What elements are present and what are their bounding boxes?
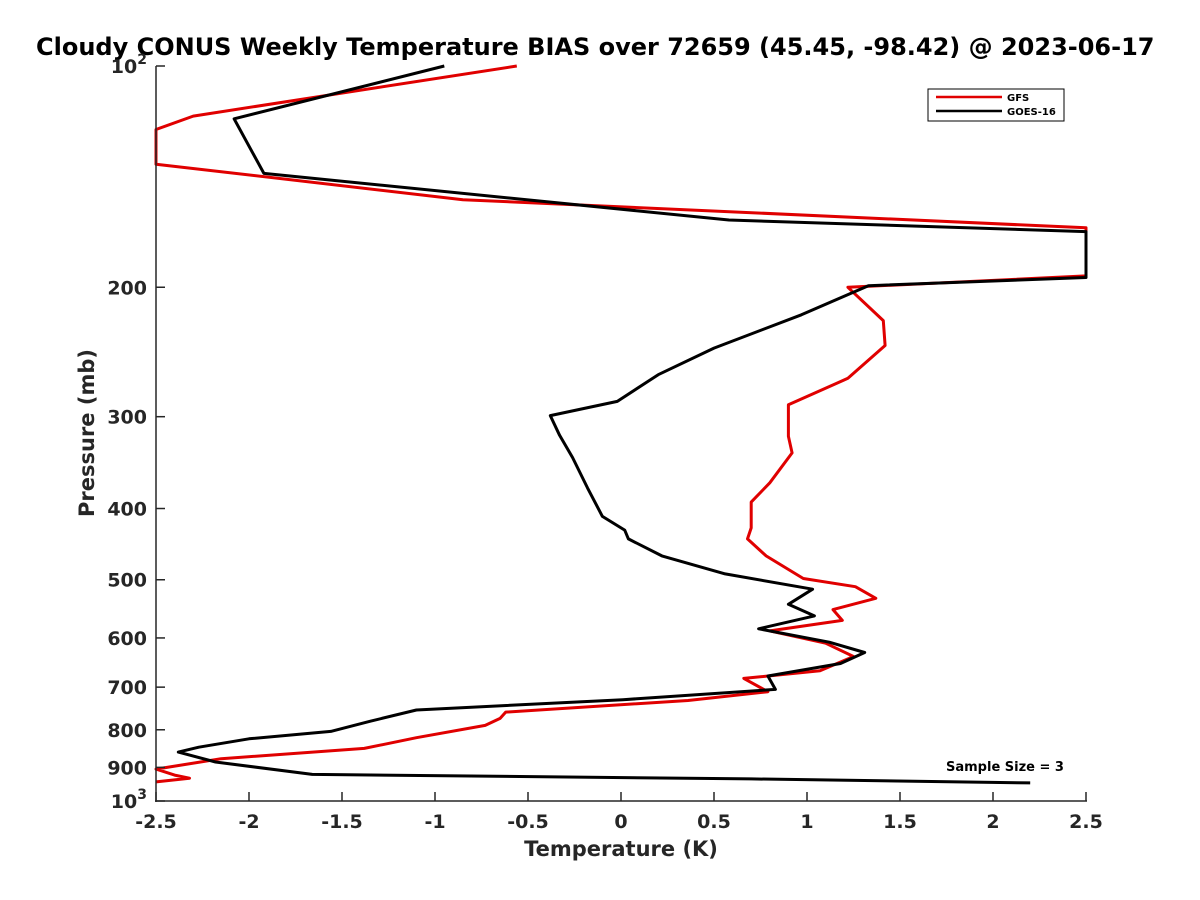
x-tick-label: -1.5 [321, 811, 363, 833]
y-tick-label: 700 [107, 677, 147, 699]
y-tick-label: 500 [107, 570, 147, 592]
y-tick-label: 300 [107, 407, 147, 429]
legend-label-gfs: GFS [1007, 93, 1029, 104]
x-tick-label: -2.5 [135, 811, 177, 833]
x-tick-label: -2 [238, 811, 259, 833]
x-tick-label: -1 [424, 811, 445, 833]
x-tick-label: 0.5 [697, 811, 731, 833]
y-tick-label: 900 [107, 757, 147, 779]
chart-title: Cloudy CONUS Weekly Temperature BIAS ove… [36, 33, 1154, 61]
x-tick-label: 2.5 [1069, 811, 1103, 833]
legend-box [927, 88, 1065, 122]
y-tick-label: 200 [107, 277, 147, 299]
y-tick-label: 800 [107, 720, 147, 742]
sample-size-annotation: Sample Size = 3 [946, 760, 1064, 775]
y-tick-label: 103 [111, 787, 147, 813]
series-line-goes16 [176, 64, 1088, 785]
legend-label-goes16: GOES-16 [1007, 107, 1056, 118]
y-tick-label: 102 [111, 52, 147, 78]
y-ticks: 102 200 300 400 500 600 700 800 900 103 [107, 52, 165, 813]
series-layer [154, 64, 1088, 785]
plot-area [156, 66, 1086, 801]
y-tick-label: 400 [107, 499, 147, 521]
x-tick-label: -0.5 [507, 811, 549, 833]
legend: GFS GOES-16 [927, 88, 1065, 122]
x-ticks: -2.5 -2 -1.5 -1 -0.5 0 0.5 1 1.5 2 2.5 [135, 792, 1103, 833]
y-tick-label: 600 [107, 628, 147, 650]
x-tick-label: 1.5 [883, 811, 917, 833]
x-axis-label: Temperature (K) [524, 837, 718, 861]
y-axis-label: Pressure (mb) [75, 349, 99, 517]
x-tick-label: 1 [800, 811, 813, 833]
x-tick-label: 0 [614, 811, 627, 833]
x-tick-label: 2 [986, 811, 999, 833]
